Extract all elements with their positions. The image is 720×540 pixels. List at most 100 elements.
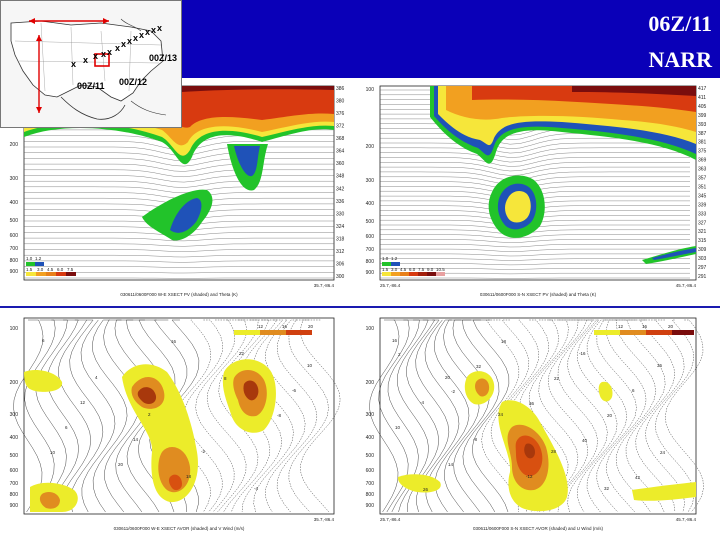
wind-contour	[241, 319, 282, 513]
isentrope-line	[23, 146, 334, 156]
right-endpoint: 45.7,-86.4	[676, 283, 697, 288]
svg-text:20: 20	[668, 324, 674, 329]
panel-avor-west-east: 100 200 300 400 500 600 700 800 900 12 1…	[2, 312, 357, 534]
theta-label: 393	[698, 122, 707, 128]
wind-contour	[35, 319, 68, 513]
isentrope-line	[379, 157, 690, 167]
wind-contour	[369, 319, 400, 513]
theta-label: 312	[336, 249, 345, 255]
contour-label: 28	[551, 449, 557, 454]
theta-label: 306	[336, 262, 345, 268]
isentrope-line	[23, 169, 334, 177]
wind-contour	[472, 319, 510, 513]
svg-text:3.0: 3.0	[391, 267, 398, 272]
contour-label: 2	[148, 412, 151, 417]
wind-contour	[253, 319, 294, 513]
isentrope-line	[23, 192, 334, 199]
contour-label: 36	[657, 363, 663, 368]
wind-contour	[586, 319, 628, 513]
svg-text:1.0: 1.0	[26, 256, 33, 261]
track-marker: x	[145, 27, 150, 37]
contour-label: -2	[451, 389, 455, 394]
theta-label: 386	[336, 86, 345, 92]
pressure-axis: 100 200 300 400 500 600 700 800 900	[366, 87, 375, 276]
track-marker: x	[101, 49, 106, 59]
theta-label: 297	[698, 265, 707, 271]
theta-label: 342	[336, 186, 345, 192]
contour-label: 22	[554, 376, 560, 381]
isentrope-line	[23, 163, 334, 172]
contour-labels: 6 4 2 -2 -4 10 12 14 18 22 -6 6 20 16 8 -8 10	[42, 338, 313, 491]
wind-contour	[47, 319, 79, 513]
contour-label: -4	[420, 400, 424, 405]
wind-contour	[481, 319, 520, 513]
theta-label: 339	[698, 202, 707, 208]
wind-contour	[24, 319, 56, 513]
svg-text:800: 800	[366, 259, 375, 265]
isentrope-line	[379, 248, 690, 252]
track-marker: x	[107, 47, 112, 57]
svg-text:20: 20	[308, 324, 314, 329]
svg-text:500: 500	[10, 218, 19, 224]
isentrope-line	[379, 147, 690, 158]
contour-label: -12	[526, 474, 533, 479]
isentrope-line	[379, 253, 690, 257]
contour-label: 32	[476, 364, 482, 369]
theta-label: 399	[698, 113, 707, 119]
theta-label: 309	[698, 247, 707, 253]
svg-text:4.5: 4.5	[400, 267, 407, 272]
contour-label: 26	[423, 487, 429, 492]
svg-text:7.5: 7.5	[418, 267, 425, 272]
right-endpoint: 35.7,-86.4	[314, 517, 335, 522]
svg-text:900: 900	[10, 503, 19, 509]
svg-text:200: 200	[366, 144, 375, 150]
theta-label: 330	[336, 211, 345, 217]
track-marker: x	[127, 36, 132, 46]
contour-label: 4	[95, 375, 98, 380]
contour-label: -16	[579, 351, 586, 356]
svg-text:100: 100	[366, 326, 375, 332]
pv-sn-plot: 100 200 300 400 500 600 700 800 900 4174…	[366, 85, 707, 297]
isentrope-line	[23, 237, 334, 242]
pressure-axis: 200 300 400 500 600 700 800 900	[10, 142, 19, 275]
svg-text:700: 700	[10, 481, 19, 487]
theta-label: 387	[698, 131, 707, 137]
theta-label: 411	[698, 95, 706, 101]
isentrope-line	[23, 249, 334, 252]
theta-label: 351	[698, 185, 707, 191]
theta-label: 357	[698, 176, 707, 182]
pv-legend: 1.0 1.2 1.5 3.0 4.5 6.0 7.5	[26, 256, 76, 276]
isentrope-line	[379, 152, 690, 163]
isentrope-line	[379, 268, 690, 270]
track-marker: x	[83, 55, 88, 65]
track-marker: x	[115, 43, 120, 53]
contour-label: -8	[277, 413, 281, 418]
isentrope-line	[379, 142, 690, 154]
wind-contour	[69, 319, 104, 513]
contour-label: -4	[254, 486, 258, 491]
panel-caption: 030611/0600F000 S-N XSECT PV (shaded) an…	[480, 292, 597, 297]
track-marker: x	[133, 33, 138, 43]
isentrope-line	[379, 244, 690, 248]
isentrope-line	[379, 258, 690, 261]
contour-label: 10	[50, 450, 56, 455]
avor-we-plot: 100 200 300 400 500 600 700 800 900 12 1…	[10, 317, 341, 531]
theta-label: 376	[336, 111, 345, 117]
isentrope-line	[23, 181, 334, 188]
wind-contour	[276, 319, 318, 513]
contour-label: 18	[186, 474, 192, 479]
contour-label: 32	[604, 486, 610, 491]
isentrope-line	[379, 162, 690, 172]
svg-text:400: 400	[366, 435, 375, 441]
theta-label: 336	[336, 199, 345, 205]
avor-legend: 12 16 20	[594, 324, 694, 335]
theta-label: 321	[698, 229, 707, 235]
wind-contour	[80, 319, 116, 513]
contour-labels: 16 20 24 28 32 36 -4 -8 -12 -16 6 10 14 18 22 20 24 26 32 3…	[392, 338, 666, 492]
svg-text:500: 500	[366, 219, 375, 225]
svg-text:12: 12	[618, 324, 624, 329]
svg-text:16: 16	[642, 324, 648, 329]
contour-label: 20	[607, 413, 613, 418]
wind-contour	[655, 319, 695, 513]
